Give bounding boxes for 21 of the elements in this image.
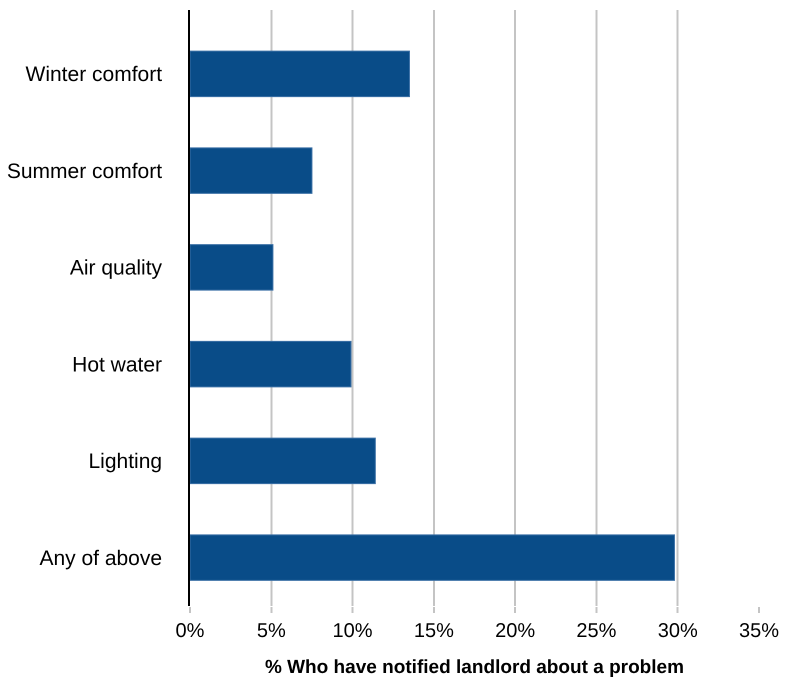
x-tick-label: 25% bbox=[576, 620, 617, 642]
x-tick-label: 0% bbox=[176, 620, 205, 642]
y-tick-label: Air quality bbox=[70, 256, 163, 280]
bar bbox=[190, 534, 675, 581]
y-tick-label: Lighting bbox=[88, 450, 162, 474]
x-tick-label: 5% bbox=[256, 620, 286, 642]
bar bbox=[190, 244, 274, 291]
x-tick-label: 15% bbox=[414, 620, 454, 642]
x-axis-title: % Who have notified landlord about a problem bbox=[264, 656, 684, 678]
x-tick-label: 35% bbox=[738, 620, 780, 642]
bar bbox=[190, 438, 376, 484]
bar bbox=[190, 50, 410, 98]
bar bbox=[190, 340, 352, 388]
x-tick-label: 30% bbox=[658, 620, 698, 642]
y-tick-label: Winter comfort bbox=[26, 63, 162, 86]
y-tick-label: Any of above bbox=[39, 546, 162, 570]
bar bbox=[190, 147, 312, 194]
y-tick-label: Hot water bbox=[72, 353, 162, 376]
x-tick-label: 20% bbox=[495, 620, 536, 642]
y-tick-label: Summer comfort bbox=[6, 160, 162, 183]
x-tick-label: 10% bbox=[332, 620, 373, 642]
